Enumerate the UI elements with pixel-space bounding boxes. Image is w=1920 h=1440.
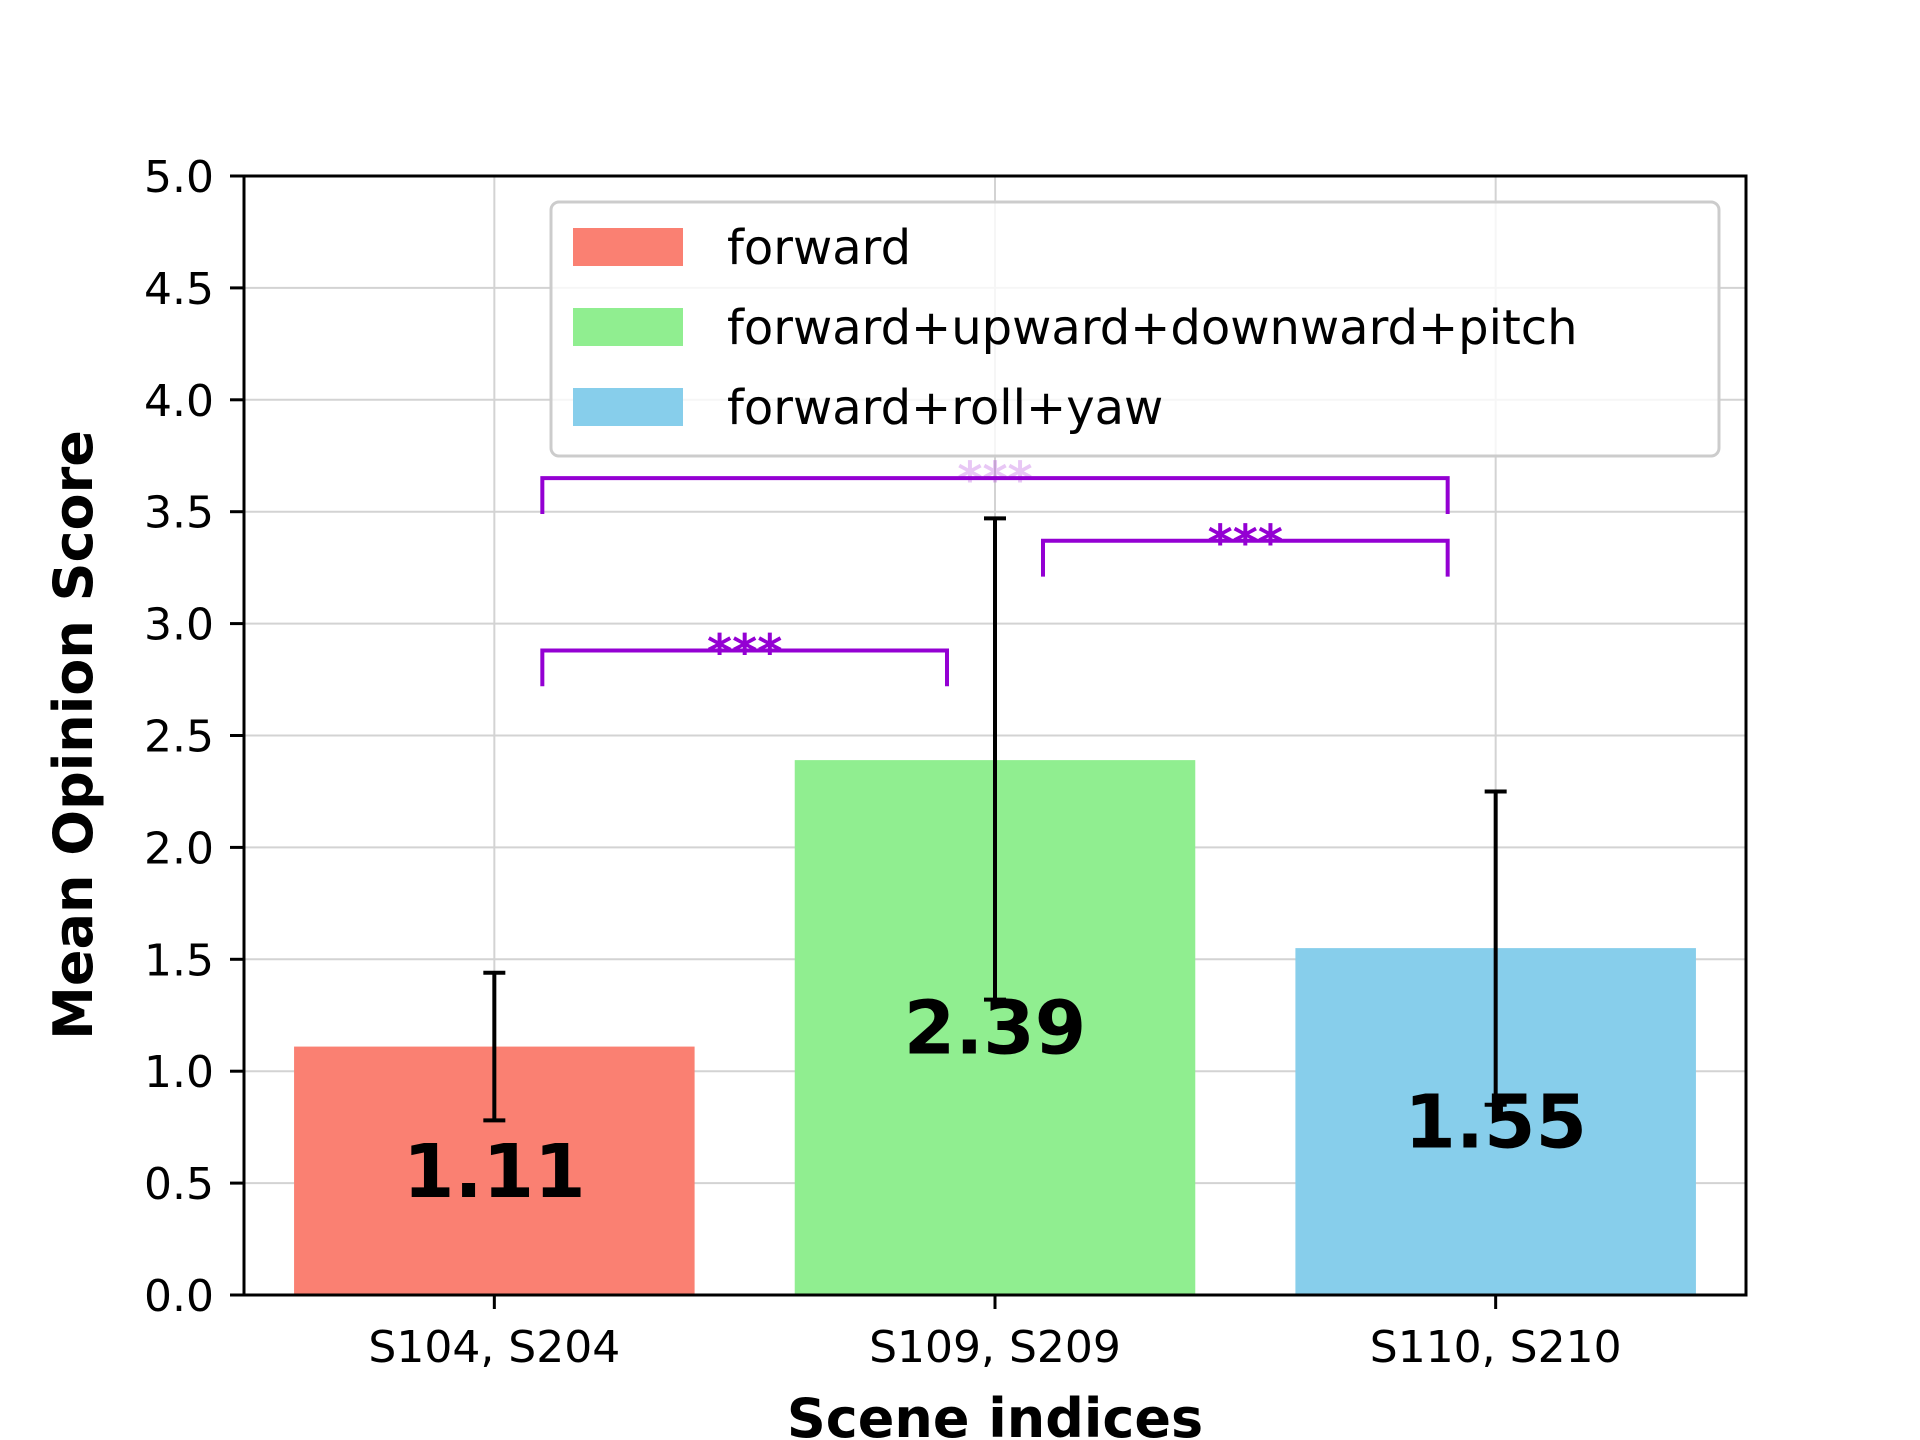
legend: forward forward+upward+downward+pitch forw… bbox=[549, 200, 1721, 458]
y-tick-label: 5.0 bbox=[144, 152, 214, 203]
legend-box bbox=[549, 200, 1721, 458]
significance-bracket bbox=[540, 476, 1450, 514]
x-tick-label: S104, S204 bbox=[368, 1322, 620, 1373]
x-tick-label: S109, S209 bbox=[869, 1322, 1121, 1373]
legend-swatch bbox=[573, 388, 683, 426]
y-tick-label: 3.5 bbox=[144, 488, 214, 539]
significance-bracket bbox=[1041, 538, 1450, 577]
y-tick-label: 2.0 bbox=[144, 823, 214, 874]
significance-label: *** bbox=[1208, 515, 1283, 571]
significance-label: *** bbox=[957, 452, 1032, 508]
y-axis-title: Mean Opinion Score bbox=[42, 430, 105, 1040]
legend-swatch bbox=[573, 228, 683, 266]
y-tick-label: 1.0 bbox=[144, 1047, 214, 1098]
legend-swatch bbox=[573, 308, 683, 346]
y-tick-label: 0.0 bbox=[144, 1271, 214, 1322]
error-bars bbox=[483, 516, 1507, 1123]
y-tick-label: 1.5 bbox=[144, 935, 214, 986]
legend-label: forward+upward+downward+pitch bbox=[727, 300, 1578, 356]
y-tick-label: 3.0 bbox=[144, 600, 214, 651]
significance-label: *** bbox=[707, 624, 782, 680]
y-tick-label: 2.5 bbox=[144, 712, 214, 763]
y-tick-label: 4.0 bbox=[144, 376, 214, 427]
y-tick-label: 4.5 bbox=[144, 264, 214, 315]
y-tick-label: 0.5 bbox=[144, 1159, 214, 1210]
x-tick-label: S110, S210 bbox=[1370, 1322, 1622, 1373]
axes: 0.0 0.5 1.0 1.5 2.0 2.5 3.0 3.5 4.0 4.5 5.0 S104, S… bbox=[144, 152, 1748, 1373]
x-axis-title: Scene indices bbox=[787, 1387, 1203, 1440]
legend-label: forward bbox=[727, 220, 911, 276]
bar-value-label: 1.11 bbox=[403, 1129, 586, 1215]
significance-bracket bbox=[540, 648, 949, 687]
legend-label: forward+roll+yaw bbox=[727, 380, 1163, 436]
significance-brackets: *** *** *** bbox=[540, 452, 1450, 687]
